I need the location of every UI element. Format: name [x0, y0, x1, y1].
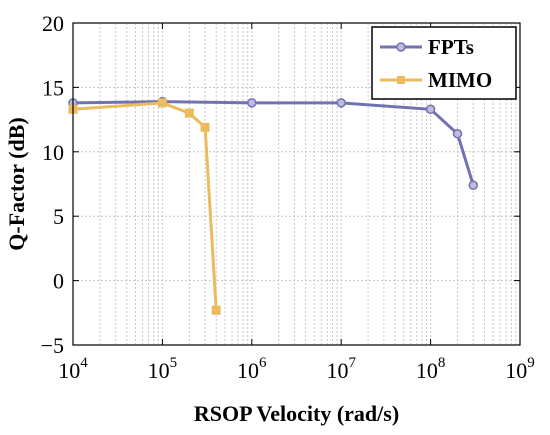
x-tick-label: 109	[505, 355, 535, 383]
x-tick-label: 108	[416, 355, 446, 383]
data-point	[247, 98, 257, 108]
legend-label: MIMO	[428, 68, 492, 92]
series-mimo	[68, 98, 221, 315]
grid	[73, 23, 520, 345]
x-tick-label: 104	[58, 355, 88, 383]
y-tick-label: −5	[41, 333, 64, 358]
series-line	[72, 101, 218, 311]
y-tick-label: 0	[53, 269, 64, 294]
legend-marker	[397, 76, 405, 84]
axis-ticks: 104 105 106 107 108 109 −5 0 5 10 15 20	[41, 11, 535, 383]
x-tick-label: 107	[326, 355, 356, 383]
data-point	[336, 98, 346, 108]
x-tick-label: 106	[237, 355, 267, 383]
series-line	[72, 100, 475, 186]
data-point	[200, 122, 210, 132]
x-axis-label: RSOP Velocity (rad/s)	[194, 401, 399, 426]
data-point	[468, 180, 479, 191]
plot-series	[68, 96, 479, 315]
y-tick-label: 5	[53, 204, 64, 229]
data-point	[452, 129, 463, 139]
x-tick-label: 105	[148, 355, 178, 383]
series-fpts	[68, 96, 479, 191]
data-point	[425, 104, 436, 115]
data-point	[184, 108, 194, 118]
y-axis-label: Q-Factor (dB)	[4, 117, 29, 250]
data-point	[157, 98, 167, 108]
data-point	[211, 305, 221, 315]
legend-label: FPTs	[428, 35, 474, 59]
plot-area-frame	[72, 22, 521, 346]
legend-marker	[396, 42, 406, 52]
y-tick-label: 10	[42, 140, 64, 165]
y-tick-label: 15	[42, 75, 64, 100]
y-tick-label: 20	[42, 11, 64, 36]
legend: FPTs MIMO	[371, 26, 517, 100]
legend-box	[371, 26, 517, 100]
